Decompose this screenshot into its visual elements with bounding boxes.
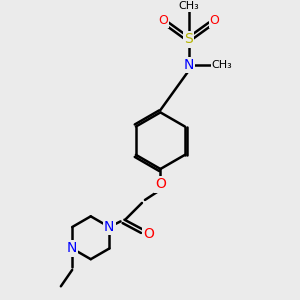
Text: CH₃: CH₃ (212, 60, 232, 70)
Text: O: O (155, 178, 166, 191)
Text: O: O (210, 14, 220, 27)
Text: N: N (184, 58, 194, 72)
Text: N: N (104, 220, 115, 234)
Text: O: O (158, 14, 168, 27)
Text: O: O (143, 227, 154, 241)
Text: N: N (67, 242, 77, 256)
Text: CH₃: CH₃ (178, 1, 199, 11)
Text: S: S (184, 32, 193, 46)
